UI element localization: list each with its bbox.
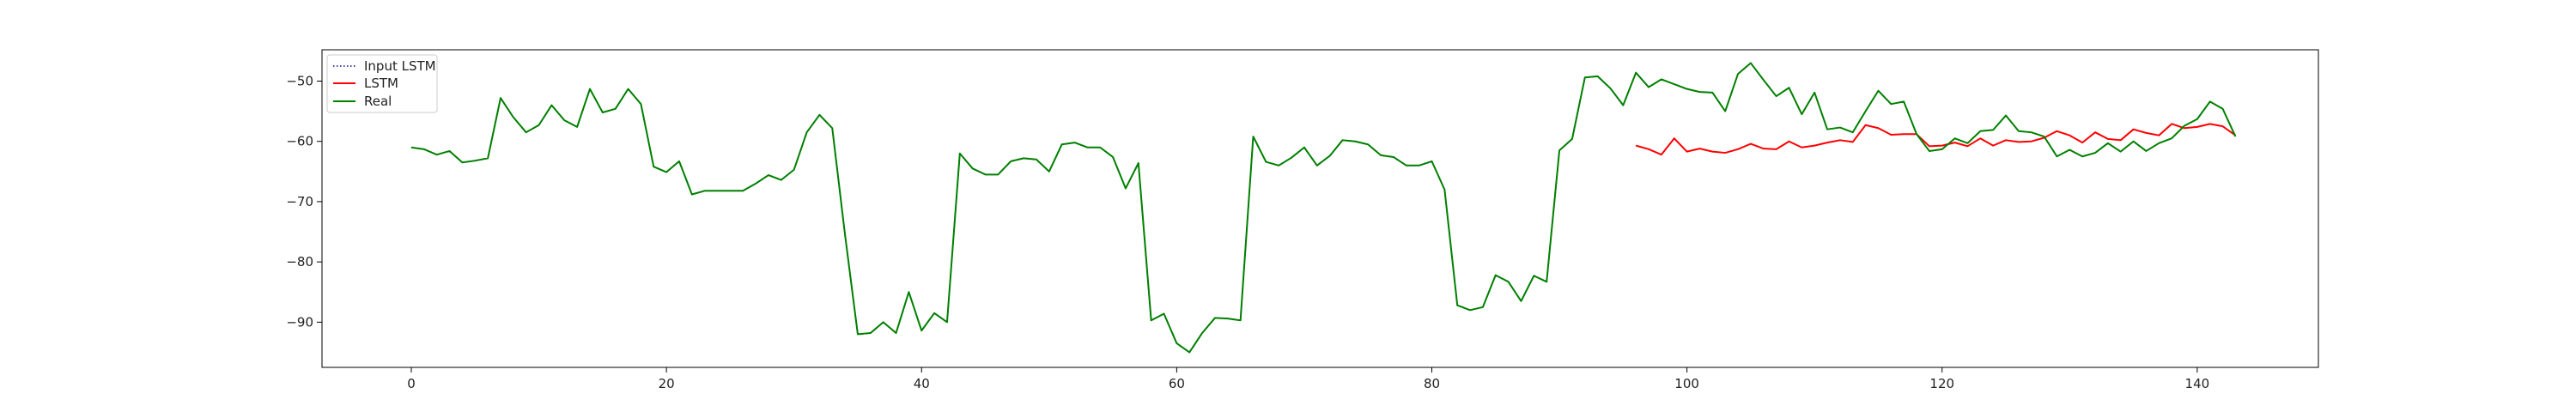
legend-label-input-lstm: Input LSTM bbox=[364, 58, 436, 74]
x-tick-label: 100 bbox=[1674, 376, 1699, 391]
x-tick-label: 20 bbox=[659, 376, 675, 391]
x-tick-label: 80 bbox=[1424, 376, 1440, 391]
x-tick-label: 0 bbox=[407, 376, 416, 391]
y-tick-label: −80 bbox=[286, 254, 313, 270]
y-tick-label: −60 bbox=[286, 134, 313, 149]
x-tick-label: 120 bbox=[1929, 376, 1954, 391]
x-tick-label: 140 bbox=[2185, 376, 2210, 391]
legend-box bbox=[326, 54, 438, 113]
x-tick-label: 60 bbox=[1169, 376, 1185, 391]
y-tick-label: −70 bbox=[286, 194, 313, 209]
plot-background bbox=[322, 50, 2318, 367]
series-line-lstm bbox=[1635, 123, 2237, 156]
axis-layer: 0 20 40 60 80 100 120 140 −50 −60 −70 −80 −90 bbox=[286, 74, 2209, 391]
x-tick-label: 40 bbox=[914, 376, 930, 391]
legend-label-lstm: LSTM bbox=[364, 76, 398, 91]
y-tick-label: −90 bbox=[286, 314, 313, 330]
y-tick-label: −50 bbox=[286, 74, 313, 89]
series-layer bbox=[410, 62, 2237, 354]
series-line-real bbox=[410, 62, 2237, 354]
legend-label-real: Real bbox=[364, 94, 392, 109]
legend: Input LSTM LSTM Real bbox=[326, 54, 438, 113]
plot-frame bbox=[321, 49, 2319, 368]
